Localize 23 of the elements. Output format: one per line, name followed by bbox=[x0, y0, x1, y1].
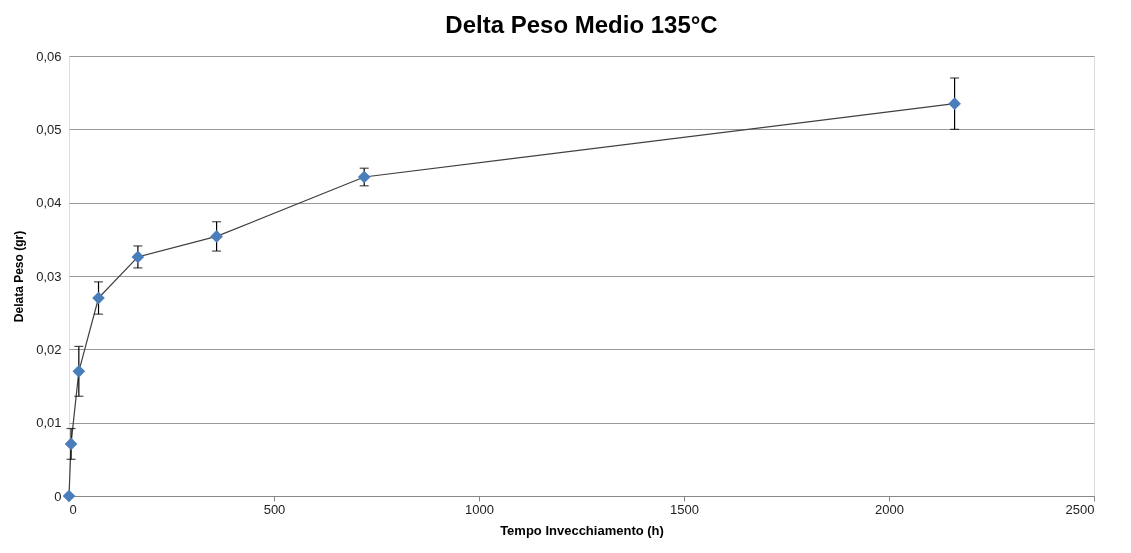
y-tick-label: 0,03 bbox=[36, 268, 62, 284]
y-tick-label: 0 bbox=[54, 488, 62, 504]
x-tick-label: 500 bbox=[263, 501, 286, 517]
point bbox=[92, 291, 105, 305]
point bbox=[62, 489, 76, 503]
x-tick-label: 0 bbox=[69, 501, 77, 517]
point bbox=[210, 230, 223, 243]
y-tick-label: 0,05 bbox=[36, 121, 62, 137]
point bbox=[72, 365, 86, 378]
y-tick-label: 0,02 bbox=[36, 341, 62, 357]
point bbox=[131, 250, 145, 264]
x-tick-label: 1000 bbox=[465, 501, 494, 517]
y-axis-title: Delata Peso (gr) bbox=[12, 230, 27, 323]
x-axis-title: Tempo Invecchiamento (h) bbox=[500, 522, 664, 538]
point bbox=[64, 437, 78, 451]
y-tick-label: 0,04 bbox=[36, 195, 62, 211]
x-tick-label: 1500 bbox=[670, 501, 699, 517]
point bbox=[948, 97, 961, 110]
x-tick-label: 2500 bbox=[1065, 501, 1095, 517]
x-tick-label: 2000 bbox=[875, 501, 904, 517]
chart-title: Delta Peso Medio 135°C bbox=[445, 11, 718, 38]
y-tick-label: 0,06 bbox=[36, 48, 62, 64]
y-tick-label: 0,01 bbox=[36, 415, 62, 431]
